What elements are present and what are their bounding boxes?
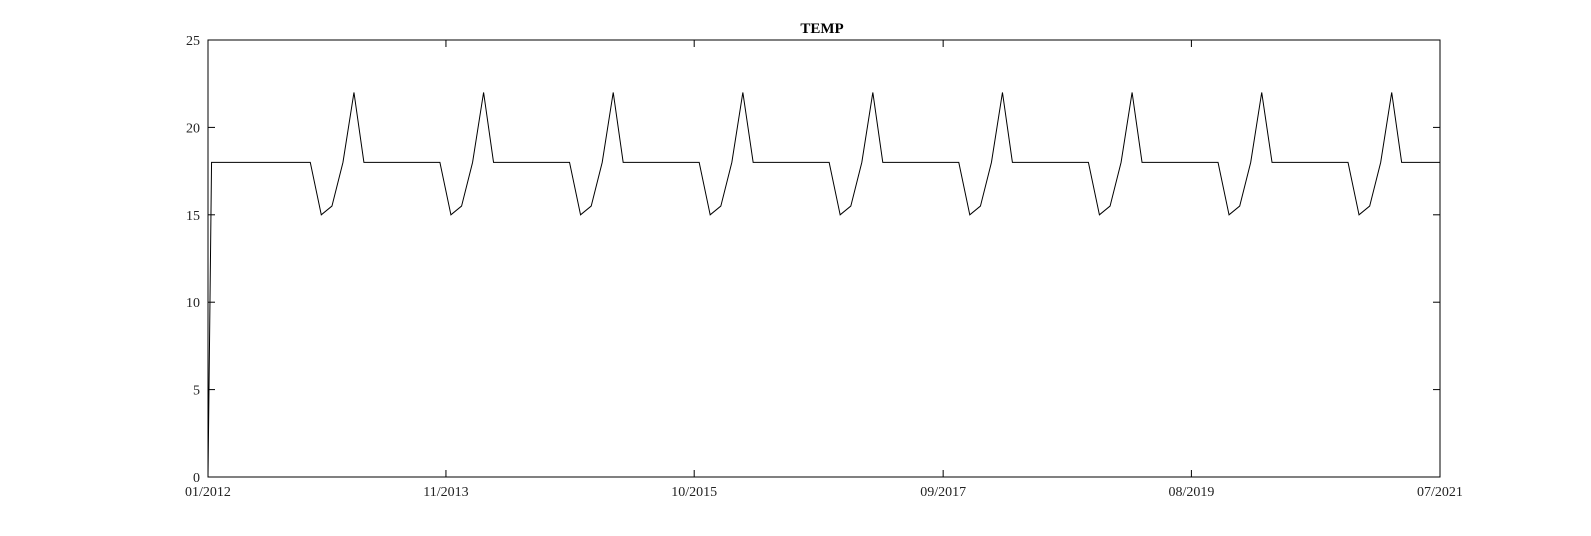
series-layer [207,92,1440,478]
x-tick-label: 08/2019 [1168,485,1214,500]
ticks-layer: 0 5 10 15 20 25 01/2012 11/2013 10/2015 09/2017 08… [185,34,1463,500]
x-tick-label: 07/2021 [1417,485,1463,500]
y-tick-label: 0 [193,471,200,486]
y-tick-label: 10 [186,296,200,311]
x-tick-label: 01/2012 [185,485,231,500]
y-tick-label: 25 [186,34,200,49]
plot-frame [207,39,1441,478]
y-tick-label: 20 [186,121,200,136]
y-tick-label: 15 [186,209,200,224]
x-tick-label: 10/2015 [671,485,717,500]
series-line [207,92,1440,478]
x-tick-label: 09/2017 [920,485,966,500]
y-tick-label: 5 [193,384,200,399]
x-tick-label: 11/2013 [423,485,468,500]
chart-title: TEMP [800,21,843,37]
